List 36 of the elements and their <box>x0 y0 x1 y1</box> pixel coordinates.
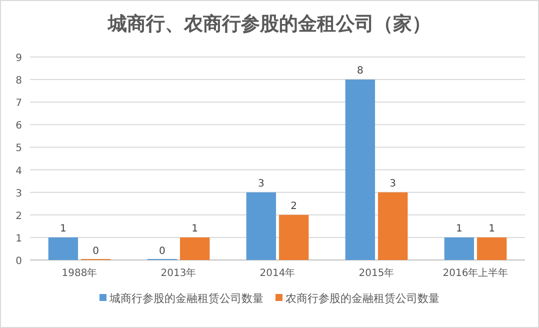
data-label: 8 <box>356 66 364 77</box>
legend-label: 农商行参股的金融租赁公司数量 <box>286 292 440 305</box>
y-tick-label: 7 <box>16 98 22 110</box>
y-tick-label: 5 <box>16 143 22 154</box>
x-tick-label: 2014年 <box>260 267 296 279</box>
data-label: 3 <box>390 178 396 190</box>
y-tick-label: 9 <box>16 53 22 64</box>
data-label: 1 <box>488 223 496 234</box>
data-label: 3 <box>258 178 264 190</box>
y-tick-label: 1 <box>16 233 22 244</box>
bar <box>246 192 276 260</box>
bar <box>278 214 309 260</box>
bar <box>48 237 78 260</box>
y-tick-label: 0 <box>16 256 22 267</box>
y-tick-label: 3 <box>16 188 22 200</box>
bar <box>180 237 210 260</box>
data-label: 2 <box>290 200 298 212</box>
data-label: 1 <box>456 223 462 234</box>
data-label: 1 <box>60 223 66 234</box>
y-tick-label: 6 <box>16 120 22 132</box>
bar <box>345 80 376 260</box>
bar <box>444 237 474 260</box>
x-tick-label: 1988年 <box>62 267 98 279</box>
y-tick-label: 4 <box>16 166 22 177</box>
x-tick-label: 2013年 <box>160 267 196 279</box>
y-tick-label: 2 <box>16 210 22 222</box>
y-tick-label: 8 <box>16 76 22 87</box>
x-tick-label: 2015年 <box>358 267 394 279</box>
data-label: 1 <box>192 223 198 234</box>
legend-label: 城商行参股的金融租赁公司数量 <box>108 292 264 305</box>
x-tick-label: 2016年上半年 <box>442 267 508 279</box>
bar <box>378 192 408 260</box>
chart-title: 城商行、农商行参股的金租公司（家） <box>107 13 431 35</box>
data-label: 0 <box>92 246 100 257</box>
data-label: 0 <box>158 246 166 257</box>
bar <box>476 237 507 260</box>
